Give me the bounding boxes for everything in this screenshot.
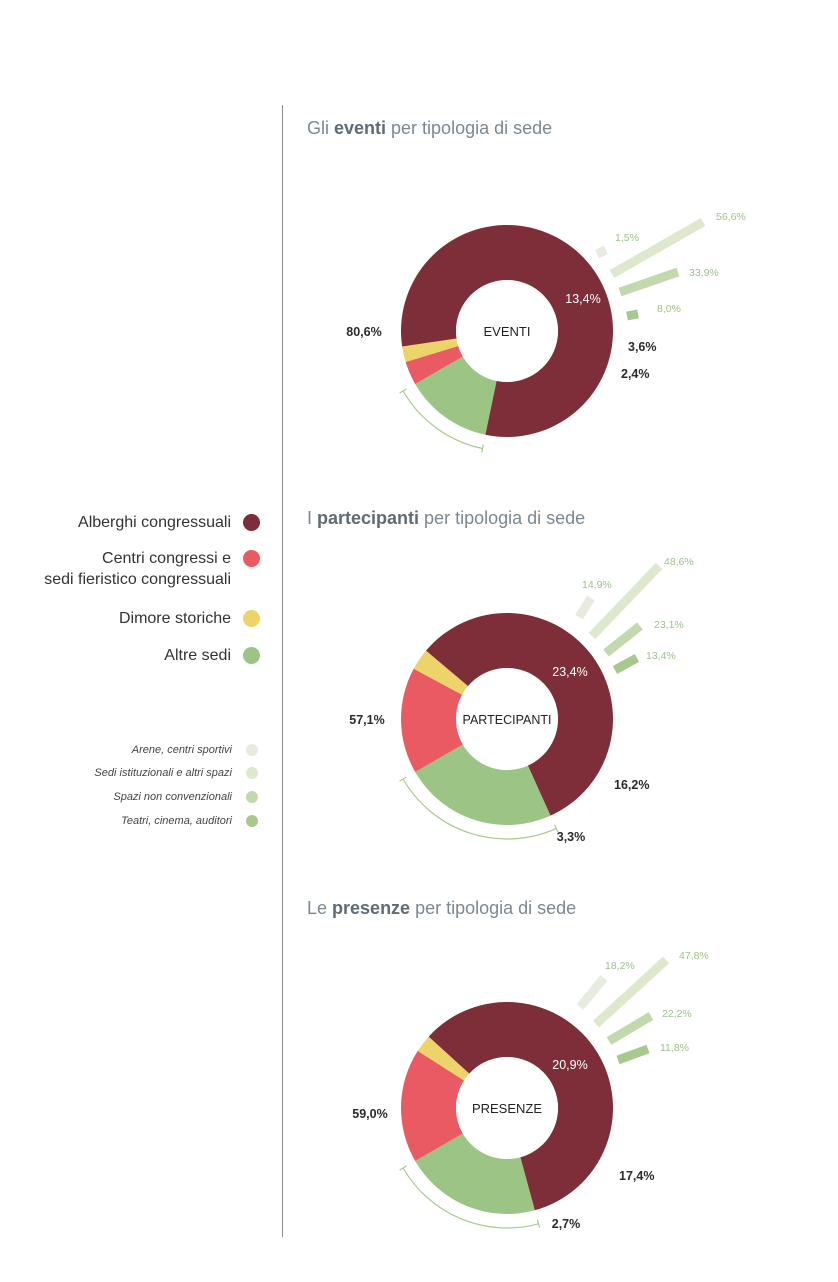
sub-legend-swatch <box>246 815 258 827</box>
donut-hole <box>456 1057 558 1159</box>
slice-alberghi-congressuali <box>428 1002 613 1211</box>
legend-swatch <box>243 610 260 627</box>
sub-legend-label: Arene, centri sportivi <box>131 744 232 756</box>
legend-item-alberghi: Alberghi congressuali <box>78 512 260 533</box>
slice-label-centri-congressi-e-sedi-fieristico-congressuali: 17,4% <box>619 1169 654 1183</box>
legend-item-altre-sedi: Altre sedi <box>164 645 260 666</box>
slice-dimore-storiche <box>413 650 469 695</box>
breakdown-label-sedi-istituzionali-e-altri-spazi: 56,6% <box>716 211 746 223</box>
bracket-tick-end <box>399 776 407 782</box>
breakdown-label-teatri-cinema-auditori: 13,4% <box>646 650 676 662</box>
sub-legend-swatch <box>246 767 258 779</box>
breakdown-bar-spazi-non-convenzionali <box>606 1012 654 1045</box>
altre-sedi-bracket <box>402 390 483 450</box>
legend-item-centri-congressi: Centri congressi e sedi fieristico congre… <box>44 548 260 590</box>
breakdown-bar-sedi-istituzionali-e-altri-spazi <box>588 562 663 640</box>
slice-altre-sedi <box>415 356 497 435</box>
slice-alberghi-congressuali <box>401 225 613 437</box>
sub-legend-item-sedi-istituzionali: Sedi istituzionali e altri spazi <box>94 767 260 779</box>
slice-label-altre-sedi: 13,4% <box>565 292 600 306</box>
breakdown-bar-sedi-istituzionali-e-altri-spazi <box>609 218 706 278</box>
slice-dimore-storiche <box>402 338 459 363</box>
vertical-divider <box>282 105 283 1237</box>
slice-alberghi-congressuali <box>426 612 613 816</box>
breakdown-bar-spazi-non-convenzionali <box>618 267 680 297</box>
breakdown-label-arene-centri-sportivi: 14,9% <box>582 579 612 591</box>
center-label: PRESENZE <box>472 1101 542 1116</box>
slice-label-dimore-storiche: 3,3% <box>557 830 586 844</box>
slice-label-dimore-storiche: 2,7% <box>552 1217 581 1231</box>
breakdown-label-spazi-non-convenzionali: 23,1% <box>654 619 684 631</box>
legend-label: Dimore storiche <box>118 610 231 627</box>
slice-label-alberghi-congressuali: 59,0% <box>352 1107 387 1121</box>
legend-swatch <box>243 550 260 567</box>
legend-swatch <box>243 514 260 531</box>
sub-legend-label: Spazi non convenzionali <box>113 791 232 803</box>
breakdown-bar-arene-centri-sportivi <box>595 245 608 259</box>
bracket-tick-start <box>481 444 484 453</box>
legend-swatch <box>243 647 260 664</box>
slice-centri-congressi-e-sedi-fieristico-congressuali <box>401 1050 465 1161</box>
center-label: PARTECIPANTI <box>463 713 552 727</box>
center-label: EVENTI <box>484 324 531 339</box>
breakdown-label-sedi-istituzionali-e-altri-spazi: 48,6% <box>664 556 694 568</box>
chart-title-presenze: Le presenze per tipologia di sede <box>307 897 577 918</box>
chart-title-eventi: Gli eventi per tipologia di sede <box>307 117 553 138</box>
sub-legend-label: Teatri, cinema, auditori <box>121 815 232 827</box>
breakdown-bar-teatri-cinema-auditori <box>626 309 639 321</box>
chart-title-partecipanti: I partecipanti per tipologia di sede <box>307 507 586 528</box>
sub-legend-swatch <box>246 744 258 756</box>
breakdown-bar-arene-centri-sportivi <box>576 975 608 1010</box>
slice-label-altre-sedi: 23,4% <box>552 665 587 679</box>
breakdown-label-spazi-non-convenzionali: 22,2% <box>662 1008 692 1020</box>
breakdown-label-arene-centri-sportivi: 1,5% <box>615 232 639 244</box>
breakdown-label-teatri-cinema-auditori: 8,0% <box>657 303 681 315</box>
slice-centri-congressi-e-sedi-fieristico-congressuali <box>405 345 463 384</box>
altre-sedi-bracket <box>402 1167 539 1229</box>
breakdown-bar-teatri-cinema-auditori <box>616 1044 650 1065</box>
slice-altre-sedi <box>415 744 551 825</box>
bracket-tick-start <box>536 1219 541 1228</box>
slice-label-centri-congressi-e-sedi-fieristico-congressuali: 3,6% <box>628 340 657 354</box>
donut-chart-eventi: EVENTI 80,6% 3,6% 2,4% 13,4% 1,5% 56,6% 33,9% 8,… <box>346 211 746 453</box>
sub-legend-item-spazi-non-convenzionali: Spazi non convenzionali <box>113 791 260 803</box>
bracket-tick-start <box>554 824 559 833</box>
slice-label-dimore-storiche: 2,4% <box>621 367 650 381</box>
sub-legend-swatch <box>246 791 258 803</box>
altre-sedi-bracket <box>402 778 557 840</box>
bracket-tick-end <box>399 388 407 394</box>
slice-centri-congressi-e-sedi-fieristico-congressuali <box>400 668 463 772</box>
breakdown-label-arene-centri-sportivi: 18,2% <box>605 960 635 972</box>
legend-label: Alberghi congressuali <box>78 514 231 531</box>
legend-item-dimore-storiche: Dimore storiche <box>119 608 260 629</box>
sub-legend-item-teatri: Teatri, cinema, auditori <box>121 815 260 827</box>
breakdown-label-teatri-cinema-auditori: 11,8% <box>660 1042 689 1054</box>
breakdown-bar-sedi-istituzionali-e-altri-spazi <box>592 956 670 1028</box>
slice-label-alberghi-congressuali: 57,1% <box>349 713 384 727</box>
slice-label-alberghi-congressuali: 80,6% <box>346 325 381 339</box>
breakdown-bar-teatri-cinema-auditori <box>612 654 640 674</box>
legend-label: Centri congressi e sedi fieristico congre… <box>44 550 231 588</box>
donut-hole <box>456 668 558 770</box>
donut-chart-partecipanti: PARTECIPANTI 57,1% 16,2% 3,3% 23,4% 14,9% 48,6… <box>349 556 694 844</box>
breakdown-bar-arene-centri-sportivi <box>575 595 595 620</box>
breakdown-label-sedi-istituzionali-e-altri-spazi: 47,8% <box>679 950 709 962</box>
donut-chart-presenze: PRESENZE 59,0% 17,4% 2,7% 20,9% 18,2% 47,8% 22,… <box>352 950 709 1231</box>
slice-label-centri-congressi-e-sedi-fieristico-congressuali: 16,2% <box>614 778 649 792</box>
donut-hole <box>456 280 558 382</box>
slice-label-altre-sedi: 20,9% <box>552 1058 587 1072</box>
breakdown-label-spazi-non-convenzionali: 33,9% <box>689 267 719 279</box>
legend-label: Altre sedi <box>164 647 231 664</box>
bracket-tick-end <box>399 1165 407 1171</box>
sub-legend-item-arene: Arene, centri sportivi <box>132 744 260 756</box>
breakdown-bar-spazi-non-convenzionali <box>603 622 643 657</box>
sub-legend-label: Sedi istituzionali e altri spazi <box>94 767 232 779</box>
slice-altre-sedi <box>415 1133 535 1214</box>
slice-dimore-storiche <box>417 1036 470 1081</box>
